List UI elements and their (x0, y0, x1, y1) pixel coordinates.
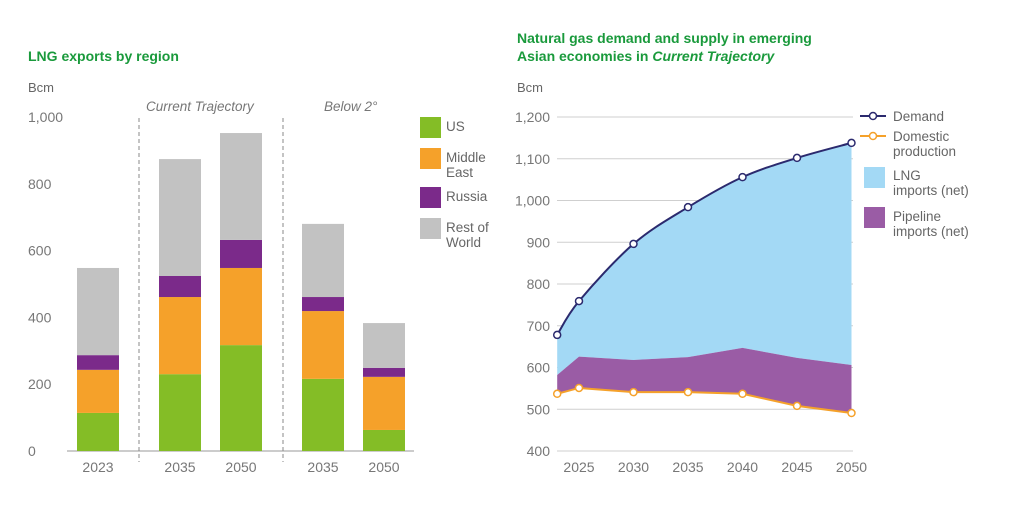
y-tick-label: 1,200 (515, 109, 550, 125)
legend-label: US (446, 119, 465, 134)
bar-segment-rest-of-world (363, 323, 405, 368)
bar-segment-us (77, 412, 119, 451)
demand-point (792, 153, 802, 163)
legend-swatch-pipeline (864, 207, 885, 228)
bar-segment-middle-east (159, 297, 201, 375)
bar-segment-rest-of-world (159, 159, 201, 276)
x-tick-label: 2045 (781, 459, 812, 475)
bar-segment-russia (77, 355, 119, 370)
legend-label: Domestic (893, 129, 950, 144)
x-tick-label: 2030 (618, 459, 649, 475)
legend-swatch (420, 148, 441, 169)
y-tick-label: 400 (28, 309, 52, 325)
domestic-point (847, 408, 856, 418)
legend-label: Russia (446, 189, 488, 204)
bar-segment-middle-east (220, 267, 262, 346)
left-y-unit: Bcm (28, 80, 54, 95)
domestic-point (792, 401, 802, 411)
y-tick-label: 1,000 (515, 193, 550, 209)
legend-label: Pipeline (893, 209, 941, 224)
legend-swatch (420, 218, 441, 239)
group-label-current-trajectory: Current Trajectory (146, 99, 255, 114)
legend-domestic-marker (868, 131, 878, 141)
right-y-unit: Bcm (517, 80, 543, 95)
demand-point (738, 172, 747, 182)
x-tick-label: 2050 (836, 459, 867, 475)
bar-segment-us (159, 374, 201, 451)
legend-label: Middle (446, 150, 486, 165)
x-tick-label: 2050 (225, 459, 256, 475)
bar-segment-rest-of-world (77, 267, 119, 356)
y-tick-label: 500 (527, 401, 551, 417)
y-tick-label: 1,100 (515, 151, 550, 167)
legend-swatch (420, 187, 441, 208)
bar-segment-rest-of-world (220, 133, 262, 240)
bar-segment-russia (363, 367, 405, 377)
domestic-point (738, 389, 747, 399)
y-tick-label: 800 (527, 276, 551, 292)
bar-segment-us (302, 378, 344, 451)
x-tick-label: 2035 (672, 459, 703, 475)
bar-segment-middle-east (77, 369, 119, 413)
legend-swatch-lng (864, 167, 885, 188)
x-tick-label: 2035 (164, 459, 195, 475)
title-part-italic: Current Trajectory (652, 48, 775, 64)
bar-segment-us (363, 429, 405, 451)
y-tick-label: 800 (28, 176, 52, 192)
legend-label: Rest of (446, 220, 489, 235)
bar-segment-russia (302, 297, 344, 312)
domestic-point (629, 387, 638, 397)
y-tick-label: 200 (28, 376, 52, 392)
legend-demand-marker (868, 111, 878, 121)
right-chart-title-line1: Natural gas demand and supply in emergin… (517, 30, 812, 46)
x-tick-label: 2035 (307, 459, 338, 475)
legend-label: production (893, 144, 956, 159)
y-tick-label: 400 (527, 443, 551, 459)
y-tick-label: 700 (527, 318, 551, 334)
demand-point (574, 296, 584, 306)
legend-label: East (446, 165, 473, 180)
demand-point (629, 239, 638, 249)
y-tick-label: 600 (527, 360, 551, 376)
bar-segment-us (220, 345, 262, 451)
x-tick-label: 2040 (727, 459, 758, 475)
x-tick-label: 2050 (368, 459, 399, 475)
bar-segment-middle-east (302, 311, 344, 379)
legend-swatch (420, 117, 441, 138)
bar-segment-russia (220, 239, 262, 268)
right-chart-title-line2: Asian economies in Current Trajectory (517, 48, 775, 64)
title-part: Asian economies in (517, 48, 652, 64)
bar-segment-middle-east (363, 376, 405, 430)
x-tick-label: 2025 (563, 459, 594, 475)
domestic-point (683, 387, 693, 397)
domestic-point (574, 383, 584, 393)
y-tick-label: 600 (28, 243, 52, 259)
pipeline-imports-area (557, 347, 852, 414)
bar-segment-rest-of-world (302, 223, 344, 298)
x-tick-label: 2023 (82, 459, 113, 475)
legend-label: imports (net) (893, 183, 969, 198)
left-chart-title: LNG exports by region (28, 48, 179, 64)
demand-point (847, 138, 856, 148)
bar-segment-russia (159, 275, 201, 298)
legend-label: World (446, 235, 481, 250)
domestic-point (552, 389, 562, 399)
group-label-below-2: Below 2° (324, 99, 378, 114)
demand-point (552, 330, 562, 340)
y-tick-label: 0 (28, 443, 36, 459)
y-tick-label: 900 (527, 234, 551, 250)
legend-label: imports (net) (893, 224, 969, 239)
demand-point (683, 202, 693, 212)
y-tick-label: 1,000 (28, 109, 63, 125)
legend-label: LNG (893, 168, 921, 183)
lng-imports-area (557, 142, 852, 376)
legend-label: Demand (893, 109, 944, 124)
